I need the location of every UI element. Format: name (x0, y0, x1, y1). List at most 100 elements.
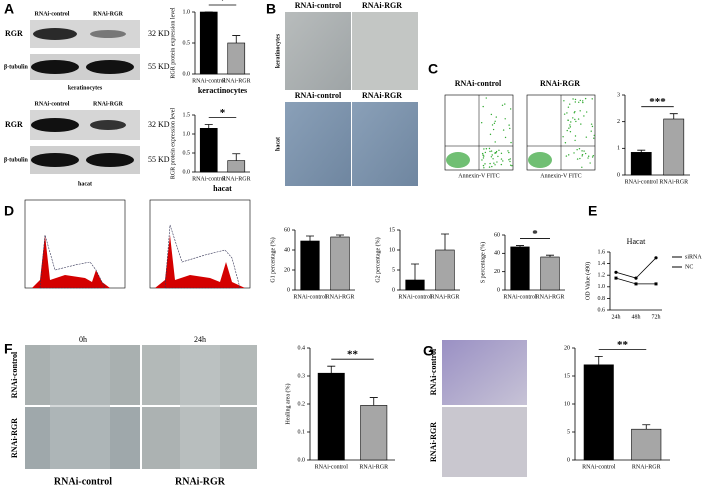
blot-row: β-tubulin (4, 157, 29, 163)
flow-dot (576, 149, 578, 151)
y-tick-label: 0.5 (183, 150, 191, 156)
image-header: RNAi-control (295, 1, 342, 10)
x-tick-label: RNAi-control (293, 294, 327, 300)
point (614, 276, 618, 280)
y-tick-label: 40 (494, 251, 500, 257)
error-bar (306, 235, 314, 241)
image-caption: RNAi-RGR (175, 476, 226, 487)
point (614, 270, 618, 274)
flow-dot (569, 124, 571, 126)
error-bar (336, 234, 344, 237)
y-axis-label: RGR protein expression level (170, 7, 176, 78)
x-axis-label: hacat (213, 184, 232, 193)
bar (583, 364, 614, 461)
x-tick-label: RNAi-control (503, 294, 537, 300)
flow-dot (580, 123, 582, 125)
point (634, 276, 638, 280)
flow-dot (587, 155, 590, 157)
significance-label: ** (617, 339, 629, 351)
flow-dot (482, 105, 484, 108)
x-tick-label: RNAi-RGR (222, 78, 251, 84)
error-bar (546, 254, 554, 257)
bar (631, 428, 662, 461)
scratch-images: 0h 24h RNAi-control RNAi-RGR RNAi-contro… (10, 335, 257, 487)
flow-dot (566, 129, 568, 132)
error-bar (441, 233, 449, 250)
flow-dot (590, 130, 592, 132)
flow-dot (508, 124, 510, 126)
flow-dot (584, 97, 587, 100)
blot-size: 32 KD (148, 120, 170, 129)
error-bar (642, 424, 651, 430)
flow-dot (493, 162, 495, 164)
flow-dot (489, 133, 492, 136)
flow-header: RNAi-RGR (540, 79, 580, 88)
flow-dot (500, 163, 503, 166)
x-tick-label: RNAi-RGR (222, 176, 251, 182)
y-tick-label: 1.0 (183, 9, 191, 15)
flow-dot (564, 142, 567, 144)
image-header: RNAi-RGR (362, 91, 402, 100)
error-bar (232, 153, 241, 161)
x-tick-label: RNAi-control (192, 78, 226, 84)
flow-dot (489, 162, 491, 165)
y-tick-label: 10 (564, 401, 570, 407)
flow-dot (574, 98, 577, 101)
flow-dot (563, 100, 565, 102)
flow-dot (568, 127, 570, 129)
flow-dot (578, 101, 580, 103)
image-row: RNAi-RGR (10, 418, 19, 458)
y-tick-label: 0.8 (598, 296, 606, 302)
blot-size: 55 KD (148, 155, 170, 164)
y-axis-label: G1 percentage (%) (269, 237, 276, 282)
y-axis-label: S percentage (%) (479, 242, 486, 283)
flow-dot (504, 136, 507, 139)
flow-dot (585, 136, 588, 138)
bar (330, 236, 350, 291)
y-tick-label: 1.6 (598, 249, 606, 255)
flow-dot (581, 153, 584, 156)
y-tick-label: 0 (392, 287, 395, 293)
y-tick-label: 0.5 (183, 40, 191, 46)
image-row: keratinocytes (275, 33, 281, 68)
flow-dot (480, 122, 483, 124)
y-tick-label: 60 (284, 227, 290, 233)
axes (609, 252, 662, 311)
bar (405, 279, 425, 291)
flow-dot (567, 106, 570, 108)
x-tick-label: RNAi-control (192, 176, 226, 182)
x-tick-label: RNAi-RGR (431, 294, 460, 300)
y-tick-label: 0 (567, 457, 570, 463)
flow-dot (574, 135, 577, 137)
flow-dot (579, 157, 581, 160)
x-tick-label: RNAi-control (315, 464, 349, 470)
flow-dot (579, 110, 581, 112)
flow-dot (569, 103, 571, 105)
flow-dot (492, 158, 494, 160)
flow-dot (581, 155, 583, 157)
image-row: RNAi-RGR (429, 422, 438, 462)
error-bar (327, 365, 336, 374)
flow-dot (490, 156, 493, 158)
bar (630, 152, 652, 176)
y-tick-label: 5 (392, 267, 395, 273)
flow-dot (495, 116, 497, 118)
flow-dot (483, 167, 485, 169)
flow-dot (566, 112, 568, 114)
significance-label: * (532, 228, 538, 240)
blot-header: RNAi-RGR (93, 101, 124, 107)
error-bar (204, 124, 213, 129)
y-tick-label: 0 (287, 287, 290, 293)
image-row: RNAi-control (10, 351, 19, 398)
x-tick-label: 72h (652, 314, 661, 320)
flow-dot (582, 101, 584, 104)
y-tick-label: 1.4 (598, 261, 606, 267)
y-tick-label: 1.0 (183, 131, 191, 137)
y-tick-label: 1.0 (598, 284, 606, 290)
x-tick-label: RNAi-control (625, 179, 659, 185)
y-tick-label: 20 (564, 345, 570, 351)
flow-dot (494, 120, 496, 122)
flow-dot (511, 165, 513, 167)
flow-dot (565, 155, 568, 157)
